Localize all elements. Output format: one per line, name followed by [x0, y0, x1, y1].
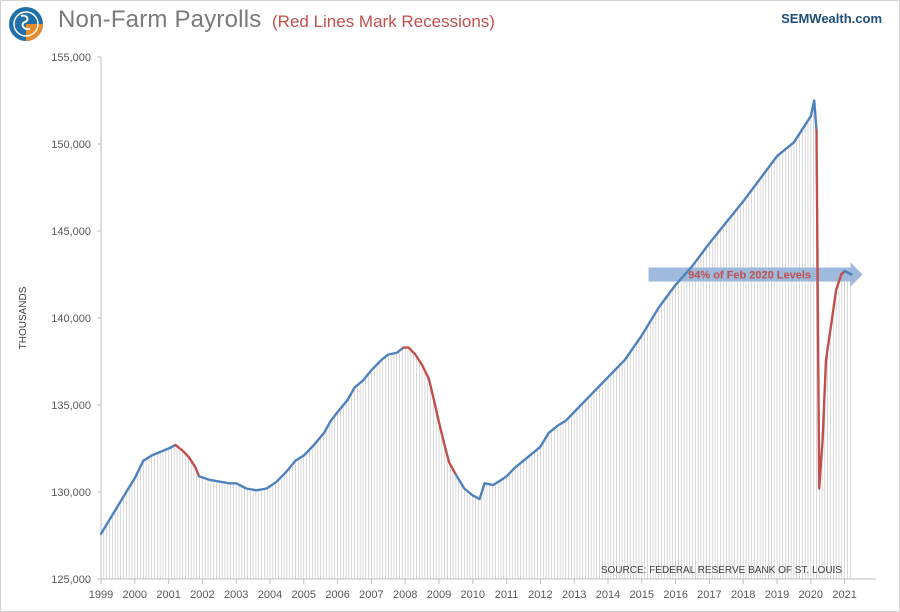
- y-tick-label: 150,000: [51, 139, 91, 151]
- x-tick-label: 2015: [630, 589, 654, 601]
- x-tick-label: 2014: [596, 589, 620, 601]
- x-tick-label: 2010: [461, 589, 485, 601]
- drop-lines: [100, 103, 851, 579]
- series-line: [174, 443, 201, 478]
- x-tick-label: 2018: [731, 589, 755, 601]
- source-note: SOURCE: FEDERAL RESERVE BANK OF ST. LOUI…: [601, 565, 843, 576]
- x-tick-label: 2011: [495, 589, 519, 601]
- y-tick-label: 155,000: [51, 52, 91, 64]
- x-tick-label: 2001: [156, 589, 180, 601]
- x-tick-label: 2007: [359, 589, 383, 601]
- x-tick-label: 2012: [528, 589, 552, 601]
- x-tick-label: 2016: [663, 589, 687, 601]
- annotation-label: 94% of Feb 2020 Levels: [688, 270, 811, 282]
- y-axis-label: THOUSANDS: [18, 286, 29, 349]
- x-tick-label: 2021: [832, 589, 856, 601]
- x-tick-label: 2000: [123, 589, 147, 601]
- x-tick-label: 2004: [258, 589, 282, 601]
- series-line: [454, 99, 818, 501]
- x-tick-label: 1999: [89, 589, 113, 601]
- y-tick-label: 135,000: [51, 400, 91, 412]
- x-tick-label: 2019: [765, 589, 789, 601]
- series-line: [197, 346, 405, 492]
- y-tick-label: 145,000: [51, 226, 91, 238]
- series-line: [843, 269, 853, 276]
- x-tick-label: 2009: [427, 589, 451, 601]
- x-tick-label: 2002: [190, 589, 214, 601]
- y-tick-label: 140,000: [51, 313, 91, 325]
- x-tick-label: 2020: [799, 589, 823, 601]
- semwealth-logo-icon: [9, 7, 43, 41]
- chart-title: Non-Farm Payrolls: [58, 6, 262, 33]
- x-tick-label: 2017: [697, 589, 721, 601]
- annotation-arrow: [648, 262, 863, 287]
- series-line: [99, 443, 177, 535]
- x-tick-label: 2008: [393, 589, 417, 601]
- series-line: [402, 346, 458, 476]
- x-tick-label: 2013: [562, 589, 586, 601]
- chart-subtitle: (Red Lines Mark Recessions): [272, 12, 495, 31]
- brand-link[interactable]: SEMWealth.com: [781, 11, 882, 26]
- y-tick-label: 125,000: [51, 574, 91, 586]
- x-tick-label: 2005: [292, 589, 316, 601]
- x-tick-label: 2003: [224, 589, 248, 601]
- y-tick-label: 130,000: [51, 487, 91, 499]
- x-tick-label: 2006: [325, 589, 349, 601]
- series-line: [815, 128, 846, 490]
